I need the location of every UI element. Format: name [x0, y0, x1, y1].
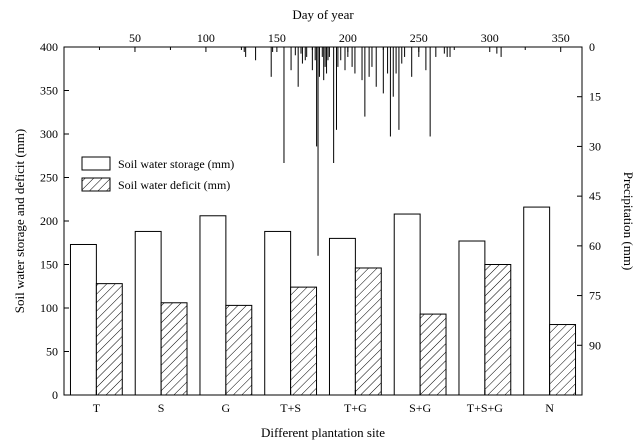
top-tick-label: 350 — [552, 31, 570, 45]
y-tick-label: 0 — [52, 388, 58, 402]
right-tick-label: 60 — [589, 239, 601, 253]
y-axis-title: Soil water storage and deficit (mm) — [12, 129, 27, 313]
storage-bar — [393, 213, 421, 396]
deficit-bar — [484, 264, 512, 396]
y-tick-label: 300 — [40, 127, 58, 141]
top-tick-label: 250 — [410, 31, 428, 45]
top-tick-label: 50 — [129, 31, 141, 45]
legend-label-deficit: Soil water deficit (mm) — [118, 178, 230, 192]
x-tick-label: S+G — [409, 401, 431, 415]
deficit-bar — [160, 302, 188, 396]
y-tick-label: 400 — [40, 40, 58, 54]
deficit-bar — [549, 324, 577, 396]
x-tick-label: T+S — [280, 401, 301, 415]
legend-swatch-deficit — [81, 177, 111, 192]
top-tick-label: 100 — [197, 31, 215, 45]
storage-bar — [328, 237, 356, 396]
bar-series-group — [69, 206, 577, 396]
top-tick-label: 150 — [268, 31, 286, 45]
legend-swatch-storage — [81, 156, 111, 171]
legend: Soil water storage (mm) Soil water defic… — [81, 156, 234, 192]
x-tick-label: N — [545, 401, 554, 415]
legend-label-storage: Soil water storage (mm) — [118, 157, 234, 171]
y-tick-label: 50 — [46, 345, 58, 359]
y-tick-label: 100 — [40, 301, 58, 315]
top-tick-label: 200 — [339, 31, 357, 45]
deficit-bar — [95, 283, 123, 396]
deficit-bar — [419, 313, 447, 396]
precipitation-bars — [243, 47, 502, 256]
y-tick-label: 200 — [40, 214, 58, 228]
storage-bar — [458, 240, 486, 396]
right-tick-label: 0 — [589, 40, 595, 54]
storage-bar — [69, 243, 97, 396]
x-tick-label: T — [93, 401, 101, 415]
right-tick-label: 75 — [589, 289, 601, 303]
storage-bar — [199, 215, 227, 396]
deficit-bar — [225, 304, 253, 396]
right-tick-label: 45 — [589, 189, 601, 203]
y-tick-label: 150 — [40, 258, 58, 272]
right-axis-title: Precipitation (mm) — [621, 172, 636, 271]
top-tick-label: 300 — [481, 31, 499, 45]
x-axis-title: Different plantation site — [261, 425, 385, 440]
x-tick-label: S — [158, 401, 165, 415]
deficit-bar — [290, 286, 318, 396]
right-tick-label: 15 — [589, 90, 601, 104]
storage-bar — [523, 206, 551, 396]
x-tick-label: G — [222, 401, 231, 415]
y-tick-label: 350 — [40, 84, 58, 98]
deficit-bar — [354, 267, 382, 396]
right-tick-label: 90 — [589, 338, 601, 352]
top-axis-title: Day of year — [292, 7, 354, 22]
x-tick-label: T+S+G — [467, 401, 504, 415]
right-tick-label: 30 — [589, 139, 601, 153]
x-tick-label: T+G — [344, 401, 367, 415]
storage-bar — [264, 230, 292, 396]
storage-bar — [134, 230, 162, 396]
y-tick-label: 250 — [40, 171, 58, 185]
